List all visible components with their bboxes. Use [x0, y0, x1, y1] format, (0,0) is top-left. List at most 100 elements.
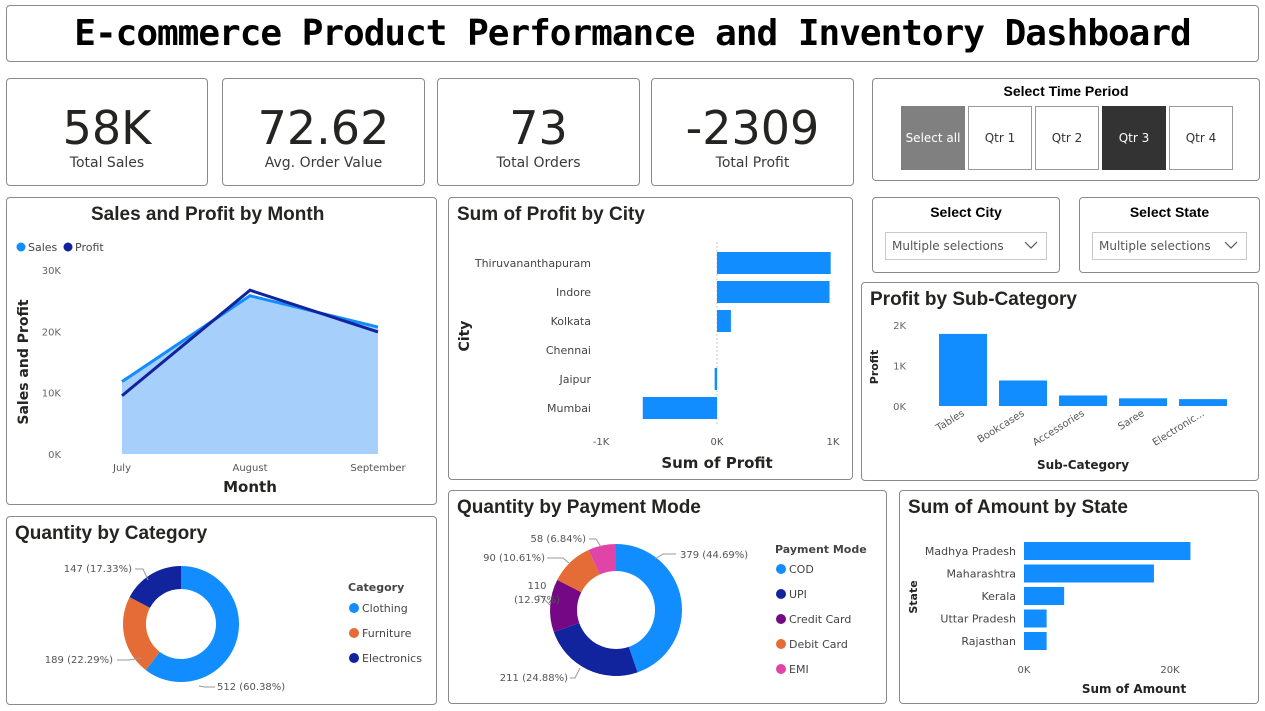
donut-slice — [553, 623, 638, 676]
city-dropdown[interactable]: Multiple selections — [885, 232, 1047, 260]
legend-label: Furniture — [362, 627, 412, 640]
x-tick-label: Saree — [1116, 408, 1146, 433]
bar — [999, 380, 1047, 406]
state-dropdown[interactable]: Multiple selections — [1092, 232, 1247, 260]
legend-label: EMI — [789, 663, 809, 676]
legend-marker — [776, 639, 786, 649]
sales-area — [122, 295, 378, 454]
data-label: (12.97%) — [514, 595, 560, 606]
donut-slice — [557, 550, 600, 593]
chevron-down-icon — [1024, 241, 1038, 249]
leader-line — [654, 553, 676, 560]
city-slicer: Select City Multiple selections — [872, 197, 1060, 273]
kpi-value: 72.62 — [257, 101, 390, 155]
x-tick-label: Electronic... — [1151, 408, 1207, 449]
bar — [1059, 395, 1107, 406]
y-tick-label: 0K — [48, 450, 61, 461]
y-tick-label: 10K — [42, 389, 62, 400]
x-tick-label: -1K — [593, 437, 610, 448]
legend-title: Payment Mode — [775, 543, 867, 556]
bar — [717, 310, 731, 332]
y-tick-label: 0K — [893, 402, 906, 413]
data-label: 90 (10.61%) — [483, 553, 545, 564]
chart-title: Quantity by Payment Mode — [457, 497, 701, 518]
x-tick-label: July — [112, 463, 131, 474]
leader-line — [117, 657, 143, 661]
y-axis-title: City — [457, 321, 473, 352]
chart-title: Sum of Profit by City — [457, 204, 645, 225]
data-label: 189 (22.29%) — [45, 655, 113, 666]
data-label: 211 (24.88%) — [500, 673, 568, 684]
bar — [714, 368, 717, 390]
bar — [1119, 398, 1167, 406]
y-tick-label: Rajasthan — [961, 635, 1016, 648]
leader-line — [547, 557, 570, 564]
quantity-by-category-card: Quantity by Category 512 (60.38%) 189 (22… — [6, 516, 437, 705]
bar — [1024, 609, 1047, 628]
data-label: 512 (60.38%) — [217, 682, 285, 693]
kpi-card-total-profit: -2309 Total Profit — [651, 78, 854, 186]
state-slicer: Select State Multiple selections — [1079, 197, 1260, 273]
donut-slice — [550, 579, 582, 633]
y-tick-label: 2K — [893, 321, 906, 332]
bar — [1024, 632, 1047, 650]
x-tick-label: 1K — [827, 437, 840, 448]
y-axis-title: State — [907, 580, 920, 613]
x-axis-title: Month — [223, 478, 277, 496]
kpi-value: 73 — [509, 101, 568, 155]
chart-title: Sales and Profit by Month — [91, 204, 325, 225]
profit-by-subcategory-card: Profit by Sub-Category 0K 1K 2K Profit Table… — [861, 282, 1259, 481]
amount-by-state-card: Sum of Amount by State Madhya Pradesh Mah… — [899, 490, 1259, 704]
time-option-qtr-1[interactable]: Qtr 1 — [968, 106, 1032, 170]
kpi-value: 58K — [62, 101, 152, 155]
legend-label: Credit Card — [789, 613, 851, 626]
y-tick-label: 1K — [893, 362, 906, 373]
donut-slice — [588, 544, 616, 575]
y-tick-label: 30K — [42, 266, 62, 277]
profit-by-subcategory-chart: 0K 1K 2K Profit Tables Bookcases Accessories Sa… — [868, 321, 1227, 472]
time-option-qtr-3[interactable]: Qtr 3 — [1102, 106, 1166, 170]
chevron-down-icon — [1224, 241, 1238, 249]
dropdown-value: Multiple selections — [1099, 239, 1211, 253]
legend-marker — [776, 664, 786, 674]
chart-title: Profit by Sub-Category — [870, 289, 1077, 310]
legend-marker-profit — [63, 242, 73, 252]
x-tick-label: Bookcases — [976, 408, 1027, 445]
quantity-by-payment-chart: 379 (44.69%) 211 (24.88%) 110 (12.97%) 90 (1… — [483, 534, 867, 684]
time-option-select-all[interactable]: Select all — [901, 106, 965, 170]
x-tick-label: 20K — [1160, 665, 1180, 676]
y-tick-label: Madhya Pradesh — [925, 545, 1016, 558]
slicer-title: Select State — [1129, 204, 1210, 220]
y-tick-label: Jaipur — [558, 373, 591, 386]
time-option-qtr-4[interactable]: Qtr 4 — [1169, 106, 1233, 170]
time-option-qtr-2[interactable]: Qtr 2 — [1035, 106, 1099, 170]
dashboard-title-bar: E-commerce Product Performance and Inven… — [6, 5, 1259, 62]
amount-by-state-chart: Madhya Pradesh Maharashtra Kerala Uttar Pra… — [907, 542, 1191, 696]
legend-label-sales: Sales — [28, 241, 58, 254]
bar — [1024, 564, 1154, 583]
kpi-label: Total Sales — [69, 155, 145, 171]
chart-title: Quantity by Category — [15, 523, 208, 544]
legend-marker — [776, 614, 786, 624]
legend-label: COD — [789, 563, 814, 576]
data-label: 379 (44.69%) — [680, 550, 748, 561]
legend-marker-sales — [16, 242, 26, 252]
legend-label-profit: Profit — [75, 241, 104, 254]
legend-marker — [349, 653, 359, 663]
profit-by-city-chart: Thiruvananthapuram Indore Kolkata Chennai Ja… — [457, 242, 840, 472]
x-tick-label: 0K — [711, 437, 724, 448]
kpi-value: -2309 — [685, 101, 820, 155]
profit-by-city-card: Sum of Profit by City Thiruvananthapuram… — [448, 197, 853, 480]
donut-slice — [616, 544, 682, 673]
sales-profit-month-chart: Sales Profit 0K 10K 20K 30K Sales and Profit Ju… — [16, 241, 407, 496]
bar — [939, 333, 987, 406]
bar — [1024, 542, 1191, 560]
bar — [642, 397, 717, 419]
y-tick-label: Uttar Pradesh — [940, 613, 1016, 626]
sales-profit-month-card: Sales and Profit by Month Sales Profit 0K 1… — [6, 197, 437, 505]
y-tick-label: Indore — [556, 286, 591, 299]
slicer-title: Select City — [930, 204, 1002, 220]
data-label: 110 — [527, 581, 546, 592]
leader-line — [589, 538, 602, 548]
y-tick-label: Mumbai — [547, 402, 591, 415]
